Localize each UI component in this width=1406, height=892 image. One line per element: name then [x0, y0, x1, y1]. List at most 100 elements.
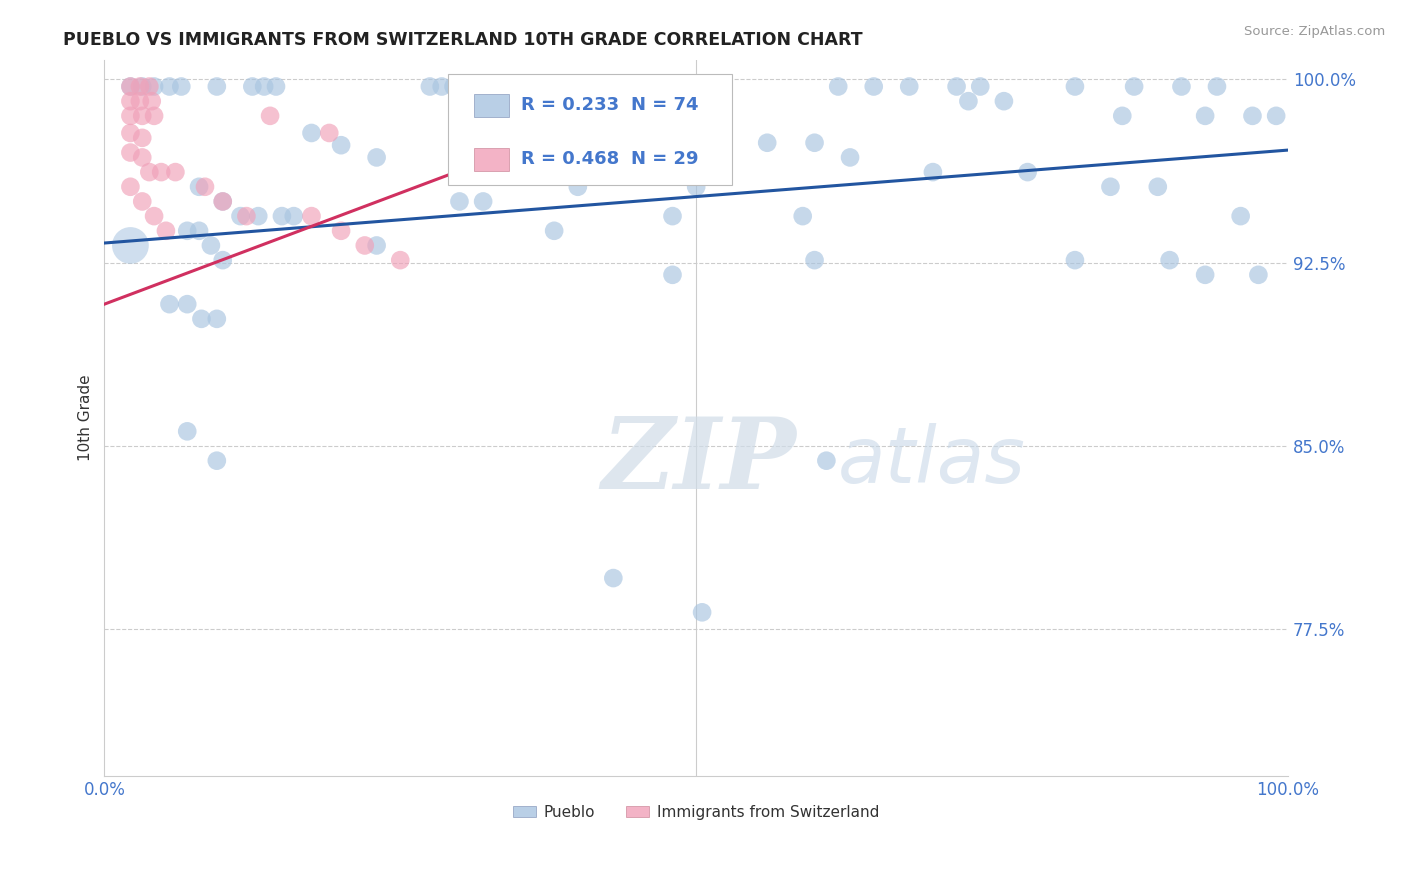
Point	[301, 209, 323, 223]
Point	[211, 194, 233, 209]
FancyBboxPatch shape	[447, 74, 731, 185]
Point	[1111, 109, 1133, 123]
Point	[543, 94, 565, 108]
Point	[131, 109, 153, 123]
Point	[120, 238, 142, 252]
Point	[839, 150, 862, 164]
Text: N = 74: N = 74	[631, 96, 699, 114]
Text: ZIP: ZIP	[602, 413, 796, 509]
Point	[792, 209, 814, 223]
Point	[756, 136, 779, 150]
Point	[318, 126, 340, 140]
Point	[120, 79, 142, 94]
Point	[141, 94, 163, 108]
Point	[150, 165, 173, 179]
Point	[567, 179, 589, 194]
Point	[143, 79, 166, 94]
Point	[922, 165, 945, 179]
Point	[1099, 179, 1122, 194]
Point	[1265, 109, 1288, 123]
Point	[1123, 79, 1146, 94]
Point	[1146, 179, 1168, 194]
Point	[1159, 253, 1181, 268]
Point	[211, 194, 233, 209]
Point	[862, 79, 884, 94]
Text: atlas: atlas	[838, 423, 1026, 499]
Point	[155, 224, 177, 238]
Point	[898, 79, 921, 94]
Point	[1206, 79, 1229, 94]
Text: PUEBLO VS IMMIGRANTS FROM SWITZERLAND 10TH GRADE CORRELATION CHART: PUEBLO VS IMMIGRANTS FROM SWITZERLAND 10…	[63, 31, 863, 49]
Point	[138, 165, 160, 179]
Point	[430, 79, 453, 94]
Point	[120, 126, 142, 140]
Point	[661, 209, 683, 223]
Point	[253, 79, 276, 94]
Legend: Pueblo, Immigrants from Switzerland: Pueblo, Immigrants from Switzerland	[508, 798, 884, 826]
Point	[200, 238, 222, 252]
Text: R = 0.233: R = 0.233	[522, 96, 619, 114]
Point	[465, 79, 488, 94]
FancyBboxPatch shape	[474, 148, 509, 170]
Point	[188, 179, 211, 194]
Point	[330, 224, 353, 238]
Point	[449, 194, 471, 209]
Point	[353, 238, 375, 252]
Point	[815, 453, 838, 467]
Point	[803, 136, 825, 150]
Point	[205, 79, 228, 94]
Point	[190, 311, 212, 326]
Point	[247, 209, 270, 223]
Point	[170, 79, 193, 94]
Point	[1194, 268, 1216, 282]
Point	[366, 238, 388, 252]
Point	[1064, 253, 1087, 268]
Point	[120, 179, 142, 194]
Point	[176, 224, 198, 238]
Point	[1241, 109, 1264, 123]
Point	[1229, 209, 1251, 223]
Point	[827, 79, 849, 94]
Point	[259, 109, 281, 123]
Point	[685, 179, 707, 194]
Text: R = 0.468: R = 0.468	[522, 150, 619, 169]
Point	[690, 605, 713, 619]
Point	[945, 79, 967, 94]
Point	[543, 224, 565, 238]
Point	[301, 126, 323, 140]
Point	[120, 145, 142, 160]
Point	[969, 79, 991, 94]
Point	[235, 209, 257, 223]
Point	[803, 253, 825, 268]
Point	[271, 209, 294, 223]
Point	[283, 209, 305, 223]
Text: N = 29: N = 29	[631, 150, 699, 169]
Point	[389, 253, 412, 268]
Point	[176, 297, 198, 311]
Point	[176, 425, 198, 439]
Text: Source: ZipAtlas.com: Source: ZipAtlas.com	[1244, 25, 1385, 38]
Point	[205, 311, 228, 326]
Point	[602, 571, 624, 585]
Point	[1247, 268, 1270, 282]
Point	[229, 209, 252, 223]
FancyBboxPatch shape	[474, 94, 509, 117]
Point	[131, 194, 153, 209]
Point	[661, 268, 683, 282]
Point	[993, 94, 1015, 108]
Point	[131, 131, 153, 145]
Point	[131, 79, 153, 94]
Point	[1194, 109, 1216, 123]
Point	[143, 209, 166, 223]
Point	[211, 253, 233, 268]
Y-axis label: 10th Grade: 10th Grade	[79, 375, 93, 461]
Point	[165, 165, 187, 179]
Point	[120, 79, 142, 94]
Point	[120, 109, 142, 123]
Point	[240, 79, 263, 94]
Point	[1064, 79, 1087, 94]
Point	[138, 79, 160, 94]
Point	[131, 150, 153, 164]
Point	[143, 109, 166, 123]
Point	[159, 297, 181, 311]
